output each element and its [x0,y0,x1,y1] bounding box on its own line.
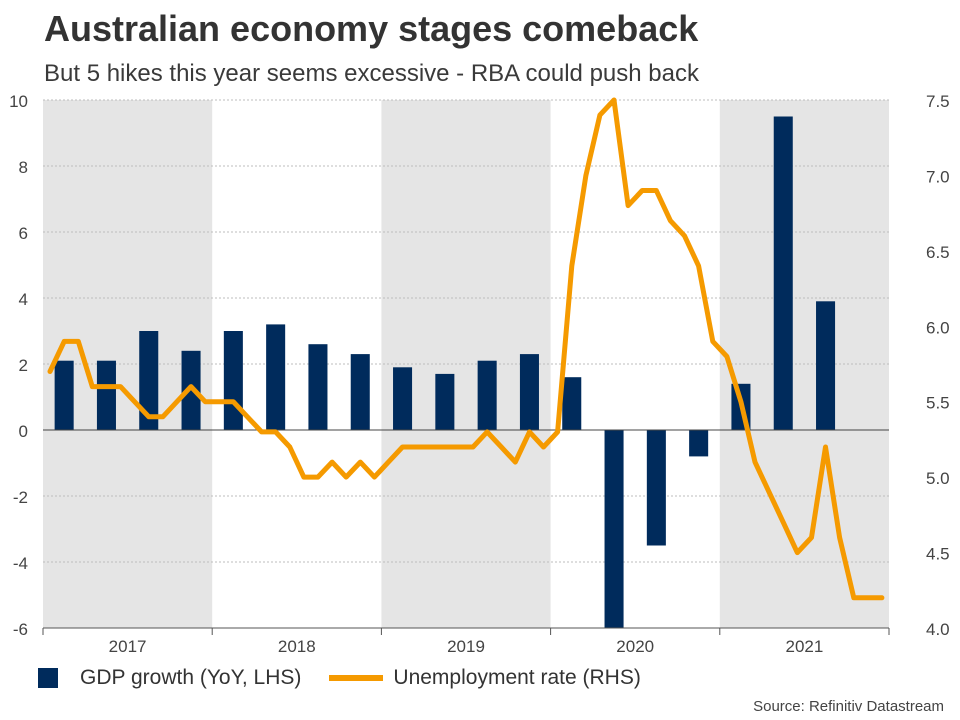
y-left-tick-label: -4 [13,554,28,573]
y-left-tick-label: 0 [19,422,28,441]
x-year-label: 2018 [278,637,316,656]
x-year-label: 2017 [109,637,147,656]
y-right-tick-label: 4.0 [926,620,950,639]
y-right-tick-label: 7.5 [926,92,950,111]
gdp-bar [223,331,243,430]
y-right-tick-label: 4.5 [926,545,950,564]
source-note: Source: Refinitiv Datastream [753,698,944,715]
gdp-bar [350,354,370,430]
chart-subtitle: But 5 hikes this year seems excessive - … [44,60,699,87]
y-left-tick-label: 8 [19,158,28,177]
y-right-tick-label: 5.5 [926,394,950,413]
gdp-bar [181,350,201,430]
gdp-bar [96,360,116,430]
gdp-bar [519,354,539,430]
gdp-bar [773,116,793,430]
legend-line-label: Unemployment rate (RHS) [393,666,641,689]
gdp-bar [604,430,624,628]
legend-bar-swatch [38,668,58,688]
chart-title: Australian economy stages comeback [44,8,699,49]
x-year-label: 2019 [447,637,485,656]
gdp-bar [646,430,666,546]
y-right-tick-label: 5.0 [926,469,950,488]
y-right-tick-label: 6.0 [926,318,950,337]
y-left-tick-label: 6 [19,224,28,243]
x-year-label: 2021 [785,637,823,656]
gdp-bar [308,344,328,430]
x-year-label: 2020 [616,637,654,656]
y-right-tick-label: 6.5 [926,243,950,262]
gdp-bar [266,324,286,430]
y-left-tick-label: 2 [19,356,28,375]
gdp-bar [393,367,413,430]
y-left-tick-label: -6 [13,620,28,639]
gdp-bar [139,331,159,430]
gdp-bar [816,301,836,430]
legend-bar-label: GDP growth (YoY, LHS) [80,666,302,689]
legend: GDP growth (YoY, LHS) Unemployment rate … [38,666,641,690]
y-left-tick-label: 10 [9,92,28,111]
y-left-tick-label: -2 [13,488,28,507]
gdp-bar [54,360,74,430]
gdp-bar [435,373,455,430]
unemployment-line [47,97,885,601]
legend-line-swatch [329,675,384,681]
gdp-bar [562,377,582,430]
y-right-tick-label: 7.0 [926,167,950,186]
gdp-bar [689,430,709,457]
y-left-tick-label: 4 [19,290,28,309]
gdp-bar [477,360,497,430]
